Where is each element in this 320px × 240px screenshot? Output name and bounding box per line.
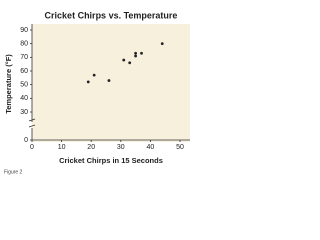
point [92,73,96,77]
y-tick-label: 80 [20,41,28,48]
plot-area [32,24,190,142]
point [134,54,138,58]
x-tick-label: 50 [176,144,184,151]
x-tick-label: 0 [30,144,34,151]
y-tick-label: 90 [20,27,28,34]
axis-break [28,118,36,128]
point [122,58,126,62]
x-tick-label: 40 [147,144,155,151]
y-tick-label: 30 [20,109,28,116]
point [107,79,111,82]
x-tick-label: 10 [58,144,66,151]
point [134,51,138,55]
x-tick-label: 20 [87,144,95,151]
x-tick-label: 30 [117,144,125,151]
point [86,80,90,84]
y-tick-label: 0 [24,137,28,144]
chart: Cricket Chirps vs. Temperature Cricket C… [4,10,190,175]
point [140,51,143,55]
x-axis-title: Cricket Chirps in 15 Seconds [59,156,163,165]
y-axis-title: Temperature (°F) [4,54,13,114]
y-tick-label: 50 [20,82,28,89]
y-tick-label: 40 [20,95,28,102]
y-tick-label: 70 [20,54,28,61]
point [160,42,164,46]
caption: Figure 2 [4,169,23,175]
point [128,61,132,65]
y-tick-label: 60 [20,68,28,75]
chart-title: Cricket Chirps vs. Temperature [45,10,178,20]
